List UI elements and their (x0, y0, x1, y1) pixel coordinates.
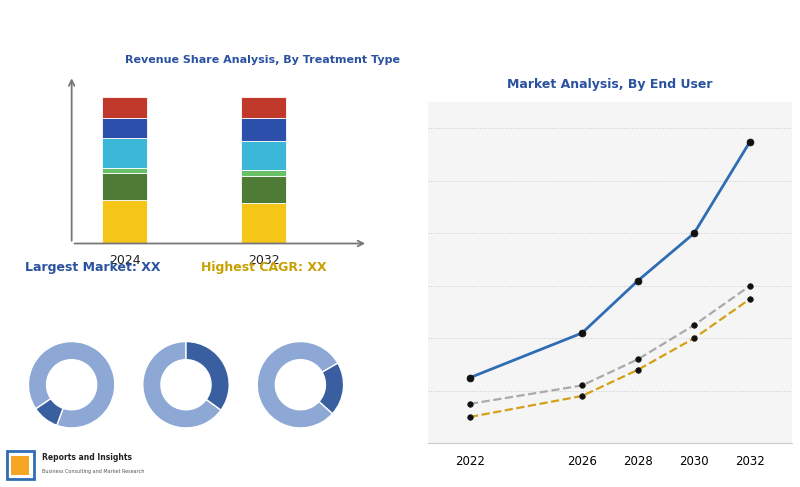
Bar (242, 170, 286, 176)
Text: GLOBAL PRIMARY SCLEROSING CHOLANGITIS MARKET SEGMENT ANALYSIS: GLOBAL PRIMARY SCLEROSING CHOLANGITIS MA… (10, 22, 580, 37)
Text: Business Consulting and Market Research: Business Consulting and Market Research (42, 469, 144, 474)
Bar (102, 200, 146, 244)
FancyBboxPatch shape (11, 456, 29, 475)
Wedge shape (258, 341, 338, 428)
Wedge shape (186, 341, 229, 410)
Text: 2032: 2032 (248, 254, 279, 267)
Bar (102, 138, 146, 168)
Wedge shape (29, 341, 114, 428)
Bar (102, 97, 146, 118)
Bar (242, 118, 286, 141)
Bar (242, 141, 286, 170)
Bar (102, 173, 146, 200)
Bar (102, 118, 146, 138)
Text: Largest Market: XX: Largest Market: XX (25, 262, 160, 274)
Title: Market Analysis, By End User: Market Analysis, By End User (507, 78, 713, 92)
Bar (242, 176, 286, 203)
Wedge shape (143, 341, 221, 428)
Text: Revenue Share Analysis, By Treatment Type: Revenue Share Analysis, By Treatment Typ… (125, 55, 399, 65)
Text: Highest CAGR: XX: Highest CAGR: XX (201, 262, 326, 274)
Bar (242, 203, 286, 244)
Wedge shape (36, 399, 63, 425)
Bar (102, 168, 146, 173)
Wedge shape (319, 363, 343, 413)
Text: 2024: 2024 (109, 254, 140, 267)
Text: Reports and Insights: Reports and Insights (42, 453, 131, 462)
Bar (242, 97, 286, 118)
